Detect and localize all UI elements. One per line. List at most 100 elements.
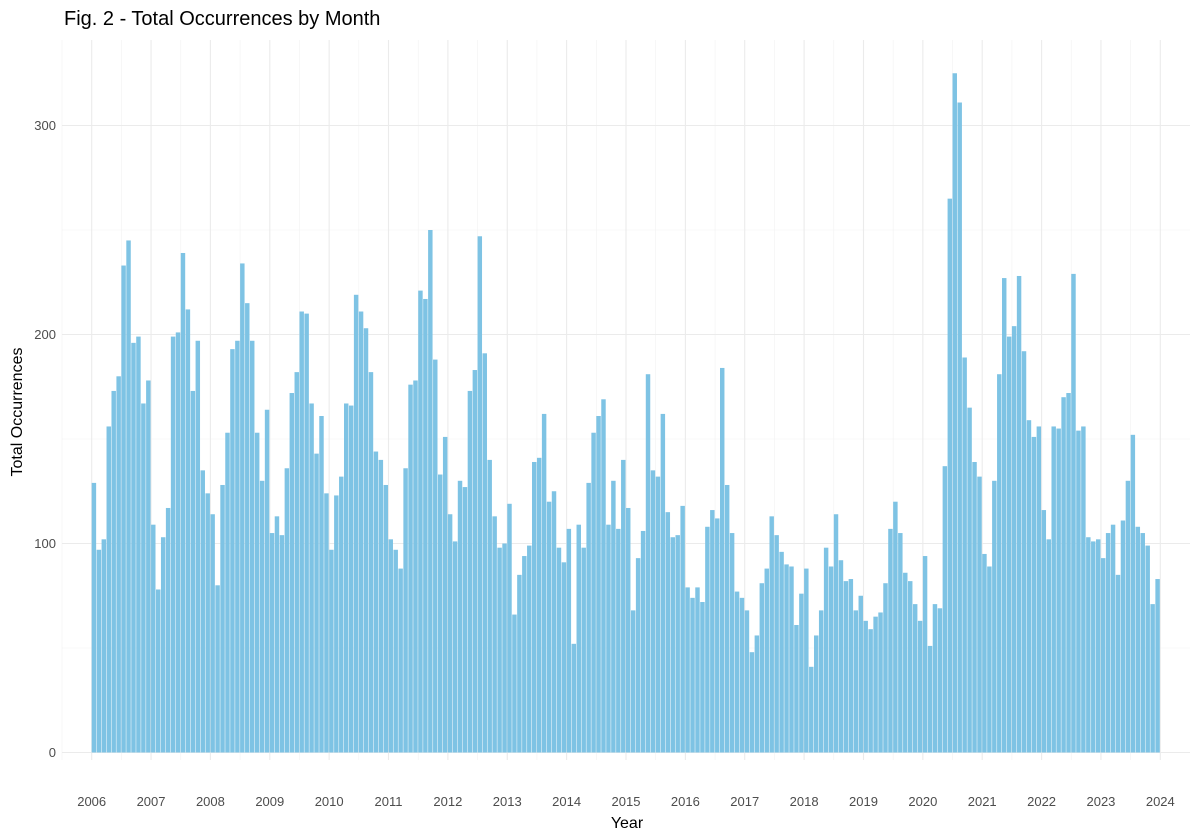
bar bbox=[546, 501, 552, 753]
bar bbox=[156, 589, 161, 753]
x-tick-label: 2022 bbox=[1027, 794, 1056, 809]
bar bbox=[522, 556, 527, 753]
bar bbox=[675, 535, 680, 753]
y-axis-label: Total Occurrences bbox=[9, 348, 26, 477]
bar bbox=[279, 535, 285, 753]
bar bbox=[467, 390, 473, 753]
bar bbox=[814, 635, 819, 753]
bar bbox=[848, 579, 854, 753]
x-tick-label: 2012 bbox=[433, 794, 462, 809]
bar bbox=[502, 543, 507, 753]
bar bbox=[1036, 426, 1042, 753]
bar bbox=[680, 505, 685, 753]
bar bbox=[200, 470, 205, 753]
bar bbox=[1135, 526, 1141, 753]
bar bbox=[917, 620, 923, 753]
bar bbox=[447, 514, 453, 753]
x-tick-label: 2006 bbox=[77, 794, 106, 809]
bar bbox=[344, 403, 349, 753]
bar bbox=[146, 380, 151, 753]
bar bbox=[878, 612, 883, 753]
bar bbox=[650, 470, 656, 753]
bar bbox=[710, 510, 715, 753]
bar bbox=[413, 380, 418, 753]
bar bbox=[151, 524, 156, 753]
bar bbox=[1110, 524, 1116, 753]
bar bbox=[457, 480, 463, 753]
bar bbox=[1140, 533, 1145, 753]
bar bbox=[670, 537, 675, 753]
bar bbox=[858, 595, 863, 753]
bar bbox=[487, 459, 492, 753]
bar bbox=[294, 372, 299, 753]
bar bbox=[616, 528, 621, 753]
bar bbox=[1125, 480, 1131, 753]
bar bbox=[809, 666, 814, 753]
bar bbox=[1096, 539, 1101, 753]
bar bbox=[1120, 520, 1126, 753]
bar bbox=[116, 376, 121, 753]
bar bbox=[1155, 579, 1160, 753]
bar bbox=[398, 568, 403, 753]
bar bbox=[289, 393, 295, 753]
bar bbox=[383, 484, 389, 753]
bar bbox=[319, 416, 324, 753]
bar bbox=[626, 507, 631, 753]
bar bbox=[863, 620, 868, 753]
bar bbox=[433, 359, 438, 753]
bar bbox=[131, 342, 136, 753]
bar bbox=[1046, 539, 1051, 753]
bar bbox=[512, 614, 517, 753]
x-tick-label: 2011 bbox=[375, 794, 403, 809]
bar bbox=[1051, 426, 1056, 753]
bar bbox=[299, 311, 304, 753]
chart-title: Fig. 2 - Total Occurrences by Month bbox=[64, 8, 380, 30]
bar bbox=[888, 528, 893, 753]
bar bbox=[606, 524, 611, 753]
bar bbox=[937, 608, 943, 753]
bar bbox=[561, 562, 567, 753]
bar bbox=[462, 487, 468, 753]
bar bbox=[972, 461, 977, 753]
bar bbox=[868, 629, 873, 753]
bar bbox=[908, 581, 913, 753]
bar bbox=[893, 501, 898, 753]
bar bbox=[269, 533, 275, 753]
bar bbox=[1115, 574, 1121, 753]
bar bbox=[220, 484, 225, 753]
bar bbox=[205, 493, 210, 753]
x-tick-label: 2020 bbox=[908, 794, 937, 809]
x-tick-label: 2023 bbox=[1086, 794, 1115, 809]
bar bbox=[1061, 397, 1066, 753]
bar bbox=[705, 526, 710, 753]
bar bbox=[997, 374, 1002, 753]
x-tick-label: 2018 bbox=[790, 794, 819, 809]
bar bbox=[883, 583, 888, 753]
bar bbox=[339, 476, 344, 753]
bar bbox=[527, 545, 532, 753]
x-tick-label: 2021 bbox=[968, 794, 997, 809]
bar bbox=[566, 528, 572, 753]
bar bbox=[774, 535, 779, 753]
bar bbox=[378, 459, 384, 753]
x-tick-label: 2017 bbox=[730, 794, 759, 809]
bar bbox=[388, 539, 393, 753]
bar bbox=[180, 252, 186, 753]
x-tick-label: 2007 bbox=[137, 794, 166, 809]
bar bbox=[982, 553, 987, 753]
bar bbox=[992, 480, 997, 753]
bar bbox=[1031, 436, 1037, 753]
bar bbox=[611, 480, 616, 753]
bar bbox=[744, 610, 750, 753]
bar bbox=[1076, 430, 1081, 753]
bar bbox=[922, 556, 928, 753]
bar bbox=[720, 367, 725, 753]
x-tick-label: 2024 bbox=[1146, 794, 1175, 809]
bar bbox=[952, 73, 957, 753]
bar bbox=[160, 537, 166, 753]
bar bbox=[715, 518, 720, 753]
bar bbox=[843, 581, 849, 753]
bar bbox=[586, 482, 591, 753]
bar bbox=[126, 240, 131, 753]
